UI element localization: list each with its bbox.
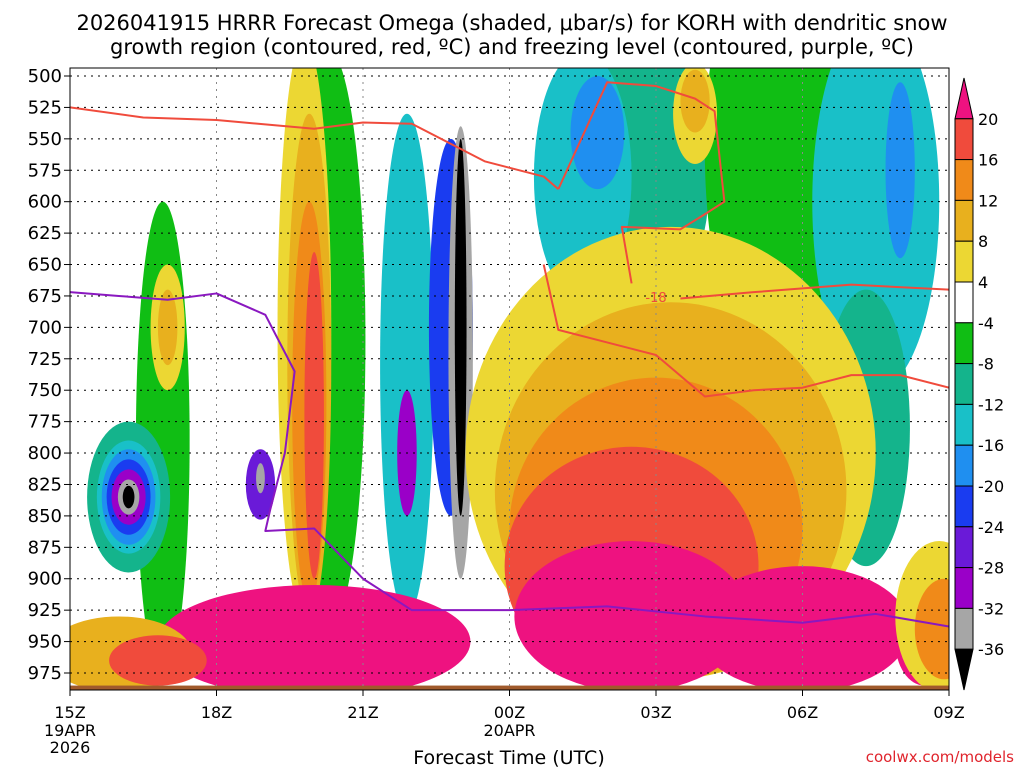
colorbar-label--28: -28: [978, 559, 1004, 578]
y-tick-label-875: 875: [28, 537, 62, 558]
colorbar-band--16: [954, 403, 974, 446]
x-axis-label: Forecast Time (UTC): [413, 747, 604, 768]
x-tick-label-18Z: 18Z: [201, 703, 232, 722]
x-tick-sublabel-2026: 2026: [50, 738, 91, 757]
y-tick-label-900: 900: [28, 569, 62, 590]
terrain-strip: [70, 685, 949, 690]
y-tick-label-925: 925: [28, 600, 62, 621]
y-tick-label-725: 725: [28, 349, 62, 370]
colorbar-label--32: -32: [978, 599, 1004, 618]
omega-region-28: [304, 251, 324, 579]
y-tick-label-700: 700: [28, 317, 62, 338]
dendritic-contour-label: -18: [645, 291, 666, 306]
colorbar-label--4: -4: [978, 314, 994, 333]
colorbar-band-16: [954, 118, 974, 161]
colorbar-band--4: [954, 281, 974, 324]
y-tick-label-750: 750: [28, 380, 62, 401]
chart-title-line2: growth region (contoured, red, ºC) and f…: [110, 35, 914, 59]
omega-region-8: [122, 485, 135, 509]
grid-lines: [70, 68, 949, 690]
plot-area: -18: [69, 67, 950, 691]
y-tick-label-575: 575: [28, 160, 62, 181]
omega-region-40: [914, 578, 949, 680]
omega-region-21: [885, 82, 915, 259]
colorbar-band-4: [954, 240, 974, 283]
credit-text: coolwx.com/models: [866, 748, 1014, 766]
colorbar-band--32: [954, 567, 974, 609]
colorbar-label--12: -12: [978, 395, 1004, 414]
colorbar-band--36: [954, 607, 974, 650]
dendritic-contour-right-upper: [557, 81, 726, 284]
colorbar-band--20: [954, 444, 974, 487]
colorbar-label--20: -20: [978, 477, 1004, 496]
omega-region-10: [256, 463, 265, 494]
x-tick-label-09Z: 09Z: [933, 703, 964, 722]
colorbar-label--16: -16: [978, 436, 1004, 455]
y-tick-label-800: 800: [28, 443, 62, 464]
colorbar-label--24: -24: [978, 518, 1004, 537]
colorbar-band--12: [954, 363, 974, 405]
y-tick-label-950: 950: [28, 632, 62, 653]
freezing-level-line: [70, 291, 949, 628]
x-tick-label-03Z: 03Z: [640, 703, 671, 722]
contour-lines: -18: [70, 81, 949, 628]
chart-title-line1: 2026041915 HRRR Forecast Omega (shaded, …: [76, 11, 947, 35]
colorbar-band--8: [954, 322, 974, 365]
y-tick-label-775: 775: [28, 412, 62, 433]
x-tick-label-21Z: 21Z: [347, 703, 378, 722]
x-tick-label-06Z: 06Z: [787, 703, 818, 722]
y-tick-label-625: 625: [28, 223, 62, 244]
x-tick-sublabel-19APR: 19APR: [44, 721, 96, 740]
y-tick-label-525: 525: [28, 97, 62, 118]
colorbar-band-8: [954, 199, 974, 242]
omega-region-36: [157, 585, 471, 690]
dendritic-contour-right-lower: [680, 283, 949, 300]
colorbar-label--36: -36: [978, 640, 1004, 659]
y-axis: 500 525 550 575 600 625 650 675 700 725 750 775 800 8…: [28, 66, 70, 684]
colorbar: 20 16 12 8 4 -4 -8 -12 -16 -20 -24 -28 -32 -36: [954, 77, 1004, 691]
colorbar-band-20: [954, 77, 974, 120]
y-tick-label-850: 850: [28, 506, 62, 527]
colorbar-band--40: [954, 648, 974, 691]
omega-region-42: [109, 635, 207, 686]
y-tick-label-675: 675: [28, 286, 62, 307]
omega-region-35: [514, 541, 749, 690]
x-tick-sublabel-20APR: 20APR: [483, 721, 535, 740]
colorbar-band-12: [954, 159, 974, 201]
y-tick-label-500: 500: [28, 66, 62, 87]
omega-region-24: [157, 289, 178, 366]
y-tick-label-650: 650: [28, 255, 62, 276]
colorbar-label--8: -8: [978, 355, 994, 374]
y-tick-label-825: 825: [28, 474, 62, 495]
x-tick-label-00Z: 00Z: [494, 703, 525, 722]
y-tick-label-975: 975: [28, 663, 62, 684]
omega-region-30: [680, 69, 710, 133]
y-tick-label-600: 600: [28, 192, 62, 213]
y-tick-label-550: 550: [28, 129, 62, 150]
colorbar-label-12: 12: [978, 191, 998, 210]
x-tick-label-15Z: 15Z: [54, 703, 85, 722]
omega-region-11: [380, 113, 434, 617]
dendritic-contour-lower: [542, 264, 949, 398]
omega-region-18: [570, 76, 625, 190]
colorbar-label-8: 8: [978, 232, 988, 251]
colorbar-label-20: 20: [978, 110, 998, 129]
dendritic-contour-upper: [70, 106, 559, 190]
colorbar-band--28: [954, 526, 974, 569]
colorbar-label-16: 16: [978, 151, 998, 170]
colorbar-band--24: [954, 485, 974, 528]
colorbar-label-4: 4: [978, 273, 988, 292]
